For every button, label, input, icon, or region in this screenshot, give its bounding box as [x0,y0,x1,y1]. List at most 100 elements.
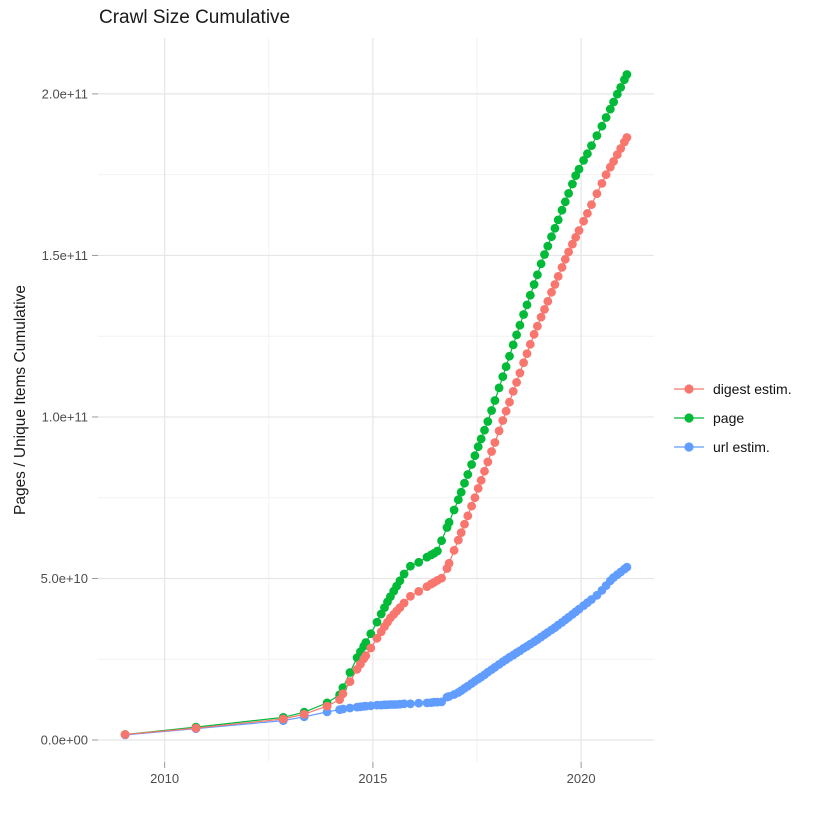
data-point-url-estim [414,698,424,708]
data-point-digest-estim [622,133,632,142]
data-point-page [480,425,489,435]
data-point-digest-estim [574,226,584,235]
legend: digest estim. page url estim. [673,381,792,455]
chart-title: Crawl Size Cumulative [99,7,291,28]
data-point-page [399,569,409,579]
x-tick-label: 2015 [358,771,387,786]
data-point-page [601,113,611,122]
data-point-digest-estim [460,519,469,529]
data-point-url-estim [345,703,355,713]
data-point-digest-estim [592,189,602,199]
data-point-page [372,617,382,627]
data-point-page [414,557,424,567]
data-point-page [515,320,525,330]
data-point-page [574,164,584,174]
data-point-page [483,417,493,426]
data-point-digest-estim [399,598,409,608]
data-point-digest-estim [467,501,476,511]
data-point-page [536,259,546,269]
legend-key-dot [684,384,694,394]
data-point-digest-estim [366,643,376,653]
data-point-page [512,330,521,340]
data-point-digest-estim [414,587,424,596]
data-point-digest-estim [473,484,483,493]
data-point-page [476,434,486,444]
data-point-url-estim [399,699,409,709]
data-point-page [622,70,632,79]
data-point-page [568,179,577,189]
data-point-page [605,104,615,114]
data-point-page [453,495,463,505]
x-tick-label: 2020 [567,771,596,786]
data-point-digest-estim [456,528,466,537]
data-point-url-estim [338,704,348,714]
data-point-digest-estim [525,339,535,349]
data-point-page [366,629,376,639]
data-point-digest-estim [609,157,618,166]
legend-label-digest-estim: digest estim. [713,381,792,397]
data-point-digest-estim [449,546,459,555]
data-point-page [587,141,596,151]
data-point-page [579,156,588,165]
data-point-digest-estim [550,280,560,289]
data-point-digest-estim [453,535,463,545]
legend-item-digest-estim: digest estim. [673,381,792,397]
data-point-digest-estim [191,723,201,733]
y-tick-label: 5.0e+10 [41,571,88,586]
data-point-page [543,241,553,251]
data-point-page [467,460,476,469]
data-point-digest-estim [494,426,504,436]
data-point-digest-estim [437,573,446,583]
data-point-page [470,451,480,461]
data-point-page [533,270,542,280]
data-point-digest-estim [579,216,588,226]
data-point-page [395,576,405,586]
data-point-digest-estim [278,714,288,724]
legend-label-url-estim: url estim. [713,439,770,455]
data-point-digest-estim [519,358,528,368]
data-point-digest-estim [361,651,371,661]
data-point-page [583,149,592,159]
data-point-digest-estim [299,709,309,719]
series-line-url-estim [125,566,628,736]
data-point-page [597,121,607,131]
data-point-digest-estim [505,397,514,407]
data-point-digest-estim [470,493,480,503]
data-point-page [460,478,469,488]
data-point-page [592,131,602,141]
data-point-page [437,536,446,546]
data-point-page [550,223,560,233]
data-point-digest-estim [540,305,549,314]
data-point-page [487,406,496,415]
data-point-page [490,396,500,405]
data-point-page [553,215,563,225]
data-point-page [494,383,504,393]
data-point-page [449,505,459,515]
legend-key-dot [684,413,694,423]
data-point-page [519,310,528,319]
y-tick-label: 1.5e+11 [42,248,88,263]
data-point-digest-estim [601,170,611,180]
data-point-page [525,290,535,300]
x-tick-label: 2010 [150,771,179,786]
data-point-digest-estim [553,272,563,281]
legend-key-dot [684,442,694,452]
data-point-digest-estim [345,677,355,686]
legend-key-digest-estim [674,384,704,394]
legend-key-page [674,413,704,423]
data-point-url-estim [406,699,415,709]
data-point-digest-estim [487,447,496,456]
data-point-page [473,442,483,452]
data-point-page [456,487,466,497]
y-tick-label: 2.0e+11 [42,86,88,101]
data-point-digest-estim [463,511,473,521]
data-point-digest-estim [557,263,567,272]
legend-key-url-estim [674,442,704,452]
data-point-page [463,470,473,479]
data-point-page [616,83,626,92]
data-point-url-estim [622,562,632,572]
data-point-digest-estim [508,387,518,396]
data-point-page [498,372,508,381]
